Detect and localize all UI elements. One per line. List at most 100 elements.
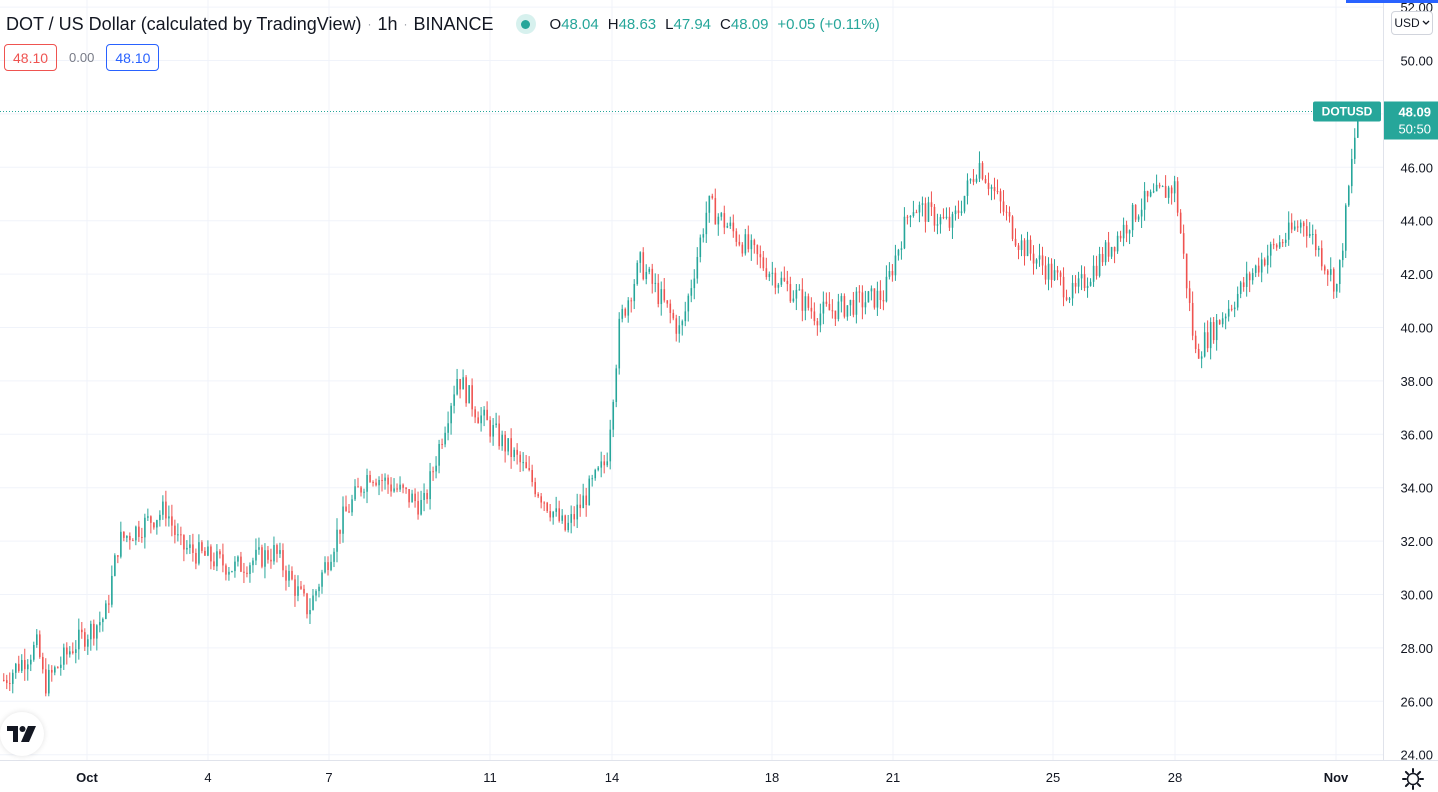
candle-body <box>591 478 594 480</box>
candle-body <box>564 515 567 531</box>
candle-body <box>717 216 720 225</box>
candle-body <box>24 660 26 670</box>
candle-body <box>975 178 978 182</box>
candle-body <box>639 252 642 263</box>
y-tick-label: 42.00 <box>1400 267 1433 282</box>
y-tick-label: 28.00 <box>1400 641 1433 656</box>
candle-body <box>1305 226 1308 237</box>
sell-button[interactable]: 48.10 <box>4 44 58 71</box>
candle-body <box>1029 239 1032 254</box>
candle-body <box>900 248 903 250</box>
open-value: O48.04 <box>550 16 599 33</box>
candle-body <box>471 385 473 410</box>
candle-body <box>258 547 260 550</box>
candle-body <box>1056 270 1059 273</box>
price-axis[interactable]: 52.0050.0048.0046.0044.0042.0040.0038.00… <box>1400 0 1433 763</box>
candle-body <box>426 492 428 500</box>
candle-body <box>1014 238 1017 246</box>
x-tick-label: 18 <box>765 770 779 785</box>
candle-body <box>1050 263 1053 280</box>
candle-body <box>630 300 633 302</box>
candle-body <box>696 257 699 279</box>
candle-body <box>324 562 326 573</box>
candle-body <box>873 288 876 308</box>
candle-body <box>600 461 603 468</box>
candle-body <box>963 195 966 212</box>
candle-body <box>435 465 437 472</box>
candle-body <box>1080 274 1083 279</box>
time-axis[interactable]: Oct 4 7 11 14 18 21 25 28 Nov <box>76 770 1349 785</box>
candle-body <box>321 572 323 587</box>
candle-body <box>1287 222 1290 240</box>
top-accent-bar <box>1346 0 1438 3</box>
candle-body <box>438 443 440 466</box>
candle-body <box>1302 222 1305 227</box>
buy-button[interactable]: 48.10 <box>106 44 160 71</box>
market-status-icon[interactable] <box>515 14 536 34</box>
candle-body <box>1095 265 1098 276</box>
candle-body <box>732 222 735 232</box>
candle-body <box>84 632 86 647</box>
x-tick-label: 11 <box>483 770 497 785</box>
series-legend[interactable]: DOT / US Dollar (calculated by TradingVi… <box>6 12 880 36</box>
candle-body <box>1251 272 1254 281</box>
symbol-title[interactable]: DOT / US Dollar (calculated by TradingVi… <box>6 13 362 34</box>
candle-body <box>501 434 503 447</box>
candle-body <box>654 282 657 284</box>
candle-body <box>168 516 170 519</box>
candle-body <box>891 271 894 276</box>
candle-body <box>117 555 119 557</box>
candle-body <box>1350 158 1353 187</box>
candle-body <box>543 502 545 504</box>
candle-body <box>360 487 362 493</box>
candle-body <box>1011 216 1014 239</box>
ohlc-values: O48.04 H48.63 L47.94 C48.09 +0.05 (+0.11… <box>550 16 880 33</box>
candle-body <box>1059 272 1062 277</box>
candle-body <box>1314 233 1317 251</box>
candle-body <box>879 290 882 301</box>
candle-body <box>375 482 377 486</box>
candle-body <box>579 504 582 509</box>
y-tick-label: 34.00 <box>1400 481 1433 496</box>
candle-body <box>465 377 467 404</box>
candle-body <box>129 535 131 541</box>
candle-body <box>351 499 353 513</box>
candle-body <box>207 546 209 556</box>
candle-body <box>1239 282 1242 294</box>
candle-body <box>936 224 939 226</box>
last-price-value: 48.09 <box>1398 104 1431 119</box>
candle-body <box>1242 282 1245 287</box>
gear-icon[interactable] <box>1400 766 1426 792</box>
close-number: 48.09 <box>730 15 769 33</box>
candle-body <box>522 462 524 464</box>
candle-body <box>801 289 804 311</box>
candle-body <box>390 484 392 492</box>
candle-body <box>558 508 561 521</box>
candle-body <box>1044 265 1047 280</box>
candle-body <box>1041 255 1044 266</box>
candle-body <box>699 237 702 258</box>
candle-body <box>192 544 194 553</box>
candle-body <box>729 222 732 227</box>
candle-body <box>744 234 747 254</box>
currency-selector[interactable]: USD <box>1391 11 1433 35</box>
candle-body <box>303 588 305 594</box>
candle-body <box>1065 297 1068 300</box>
candle-body <box>423 492 425 501</box>
candle-body <box>1104 242 1107 263</box>
candle-body <box>597 467 600 470</box>
candle-body <box>1221 318 1224 325</box>
candle-body <box>948 216 951 228</box>
candle-body <box>540 496 542 503</box>
tradingview-logo-icon[interactable] <box>0 712 44 756</box>
y-tick-label: 38.00 <box>1400 374 1433 389</box>
candle-body <box>792 298 795 302</box>
interval-label[interactable]: 1h <box>377 13 398 34</box>
candle-body <box>750 240 753 250</box>
candle-body <box>315 591 317 596</box>
candle-body <box>246 572 248 574</box>
candle-body <box>747 234 750 250</box>
candle-body <box>1212 322 1215 341</box>
x-tick-label: 14 <box>605 770 619 785</box>
